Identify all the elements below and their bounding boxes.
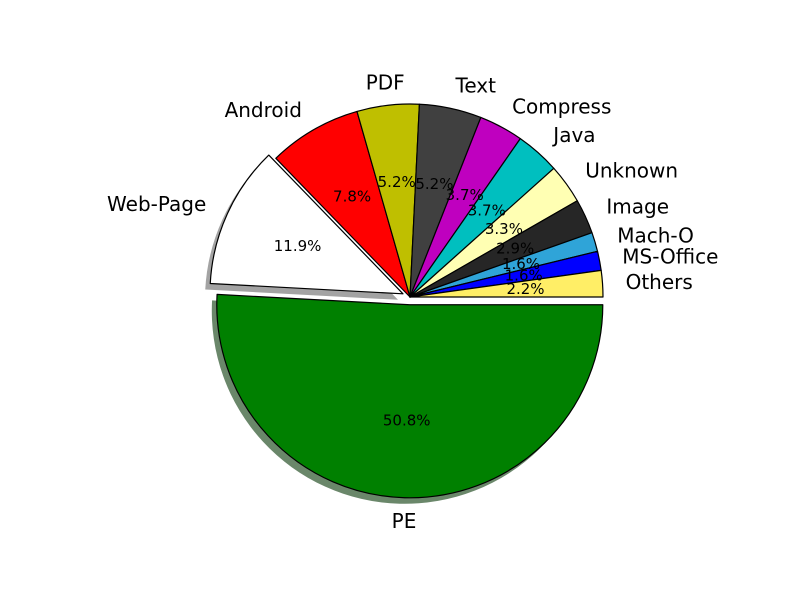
percent-label-compress: 3.7%	[446, 186, 484, 204]
percent-label-pdf: 5.2%	[378, 173, 416, 191]
category-label-image: Image	[606, 195, 669, 219]
percent-labels: 50.8%11.9%7.8%5.2% 5.2%3.7%3.7%3.3%2.9%1.…	[274, 173, 545, 430]
category-label-ms-office: MS-Office	[622, 245, 718, 269]
slice-android	[275, 110, 411, 298]
slice-web-page	[209, 154, 404, 295]
category-label-web-page: Web-Page	[107, 192, 206, 216]
category-label-mach-o: Mach-O	[617, 223, 694, 247]
percent-label-image: 2.9%	[496, 240, 534, 258]
percent-label-android: 7.8%	[333, 188, 371, 206]
category-label-java: Java	[551, 123, 595, 147]
category-labels: PE Web-Page Android PDF Text Compress Java Unkn…	[107, 70, 718, 533]
category-label-text: Text	[455, 74, 497, 98]
category-label-pdf: PDF	[366, 70, 405, 94]
category-label-others: Others	[626, 270, 693, 294]
percent-label-web-page: 11.9%	[274, 237, 322, 255]
percent-label-text: 5.2%	[415, 175, 453, 193]
category-label-unknown: Unknown	[585, 158, 678, 182]
percent-label-pe: 50.8%	[383, 412, 431, 430]
percent-label-java: 3.7%	[468, 201, 506, 219]
pie-slices	[209, 103, 604, 499]
category-label-pe: PE	[392, 509, 417, 533]
category-label-compress: Compress	[512, 95, 611, 119]
percent-label-unknown: 3.3%	[485, 220, 523, 238]
category-label-android: Android	[225, 98, 302, 122]
slice-others	[409, 269, 604, 298]
percent-label-ms-office: 1.6%	[505, 266, 543, 284]
percent-label-others: 2.2%	[506, 280, 544, 298]
slice-pe	[216, 293, 604, 499]
percent-label-mach-o: 1.6%	[502, 255, 540, 273]
